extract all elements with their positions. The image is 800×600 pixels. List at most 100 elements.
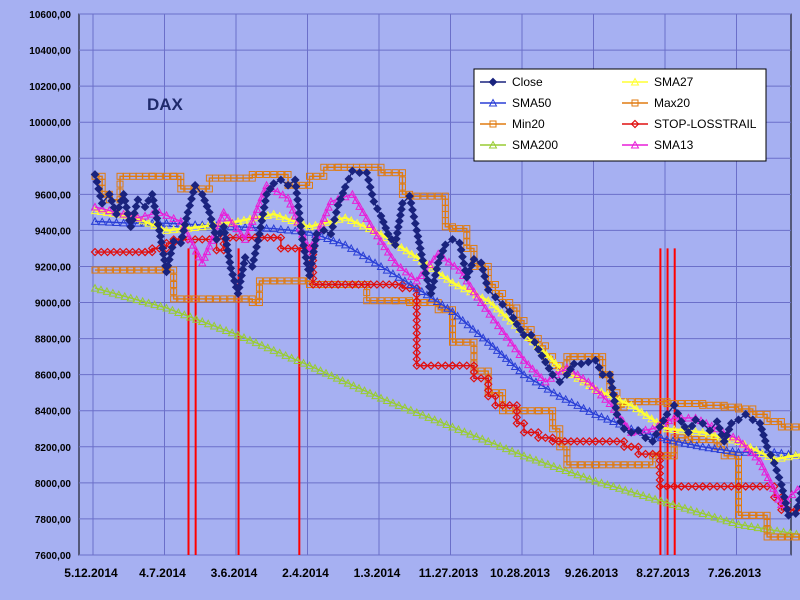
- data-point: [230, 276, 239, 286]
- data-point: [774, 473, 784, 482]
- data-point: [498, 299, 507, 309]
- data-point: [185, 201, 195, 210]
- data-point: [530, 337, 540, 347]
- data-point: [519, 330, 529, 340]
- data-point: [248, 299, 256, 307]
- data-point: [107, 196, 117, 206]
- data-point: [570, 461, 578, 469]
- data-point: [566, 437, 576, 446]
- data-point: [275, 211, 285, 220]
- data-point: [305, 227, 314, 236]
- data-point: [543, 384, 553, 393]
- data-point: [346, 215, 356, 224]
- data-point: [448, 306, 457, 316]
- legend-items: Close SMA27 SMA50 Max20 Min20 STOP-LOSSTRAIL S…: [480, 75, 757, 152]
- data-point: [90, 202, 100, 211]
- data-point: [498, 400, 507, 410]
- data-point: [167, 243, 177, 252]
- data-point: [656, 433, 666, 442]
- data-point: [179, 226, 189, 236]
- data-point: [528, 364, 537, 373]
- data-point: [676, 417, 686, 426]
- data-point: [227, 218, 237, 227]
- data-point: [169, 236, 178, 246]
- data-point: [358, 207, 368, 216]
- x-tick-label: 2.4.2014: [282, 566, 329, 580]
- data-point: [119, 218, 128, 227]
- data-point: [728, 446, 737, 455]
- data-point: [492, 345, 502, 354]
- data-point: [162, 303, 171, 312]
- data-point: [763, 526, 771, 534]
- data-point: [140, 211, 150, 220]
- data-point: [287, 215, 296, 224]
- data-point: [287, 353, 296, 362]
- data-point: [190, 235, 200, 244]
- data-point: [448, 361, 457, 370]
- data-point: [554, 437, 564, 446]
- data-point: [97, 217, 107, 226]
- data-point: [519, 451, 529, 460]
- data-point: [174, 307, 183, 316]
- data-point: [585, 474, 594, 483]
- data-point: [263, 170, 271, 178]
- series-sma200: [90, 283, 800, 539]
- data-point: [506, 407, 514, 415]
- data-point: [434, 192, 442, 200]
- data-point: [328, 236, 338, 245]
- data-point: [727, 419, 736, 428]
- data-point: [634, 461, 642, 469]
- data-point: [613, 461, 621, 469]
- data-point: [563, 461, 571, 469]
- data-point: [283, 244, 293, 253]
- legend-label: Close: [512, 75, 543, 89]
- data-point: [516, 325, 525, 334]
- data-point: [506, 357, 515, 366]
- data-point: [614, 483, 624, 492]
- data-point: [97, 204, 107, 213]
- data-point: [187, 194, 196, 204]
- data-point: [317, 219, 326, 228]
- data-point: [722, 431, 731, 440]
- data-point: [603, 414, 612, 423]
- data-point: [662, 435, 672, 444]
- data-point: [456, 225, 464, 233]
- data-point: [442, 420, 451, 429]
- data-point: [598, 437, 607, 446]
- x-tick-label: 5.12.2014: [64, 566, 118, 580]
- data-point: [338, 376, 347, 385]
- data-point: [591, 409, 600, 418]
- data-point: [248, 295, 256, 303]
- data-point: [377, 297, 385, 305]
- data-point: [112, 217, 121, 226]
- data-point: [499, 290, 507, 298]
- data-point: [541, 342, 549, 350]
- data-point: [550, 358, 560, 367]
- data-point: [549, 425, 557, 433]
- legend-label: SMA27: [654, 75, 694, 89]
- data-point: [200, 195, 209, 205]
- data-point: [176, 238, 186, 248]
- data-point: [190, 180, 200, 190]
- data-point: [418, 410, 428, 419]
- data-point: [724, 425, 734, 434]
- data-point: [735, 511, 742, 519]
- data-point: [573, 400, 582, 409]
- data-point: [183, 208, 193, 217]
- data-point: [698, 419, 708, 428]
- data-point: [441, 223, 449, 231]
- data-point: [491, 400, 500, 410]
- data-point: [705, 426, 715, 435]
- data-point: [533, 433, 543, 443]
- data-point: [333, 280, 343, 289]
- data-point: [438, 246, 448, 256]
- data-point: [364, 224, 374, 233]
- data-point: [649, 398, 657, 406]
- y-tick-label: 8200,00: [35, 443, 72, 454]
- data-point: [734, 447, 743, 456]
- data-point: [306, 265, 315, 274]
- data-point: [198, 295, 206, 303]
- data-point: [412, 252, 422, 261]
- data-point: [430, 415, 439, 424]
- data-point: [127, 266, 135, 274]
